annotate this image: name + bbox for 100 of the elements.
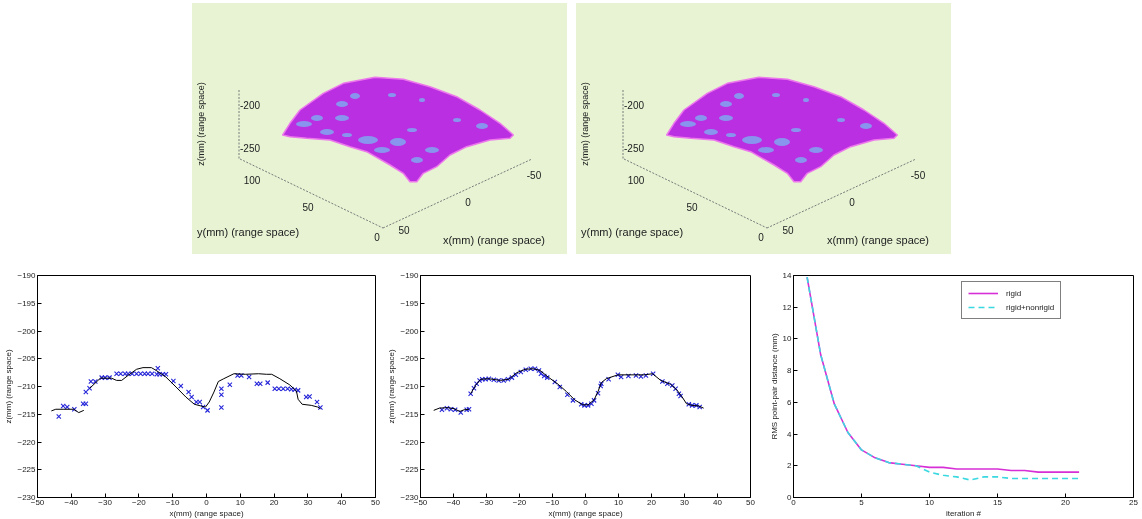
point <box>265 379 271 386</box>
y-tick-label: 2 <box>787 461 793 471</box>
y-axis-title: RMS point-pair distance (mm) <box>769 333 779 440</box>
text: 50 <box>782 225 794 236</box>
y-tick-label: −225 <box>400 465 420 475</box>
point <box>92 378 98 385</box>
y-tick-label: −215 <box>17 409 37 419</box>
point <box>246 374 252 380</box>
x-tick-label: −10 <box>545 497 560 507</box>
text: x(mm) (range space) <box>442 234 546 246</box>
x-tick-label: 0 <box>583 497 589 507</box>
x-tick-label: −10 <box>165 497 181 507</box>
y-tick-label: −190 <box>400 271 420 280</box>
y-tick-label: 4 <box>787 429 793 439</box>
y-tick-label: −205 <box>400 354 420 364</box>
y-tick-label: −210 <box>17 382 37 391</box>
point <box>155 365 161 371</box>
x-tick-label: 15 <box>993 497 1003 507</box>
point <box>145 371 151 377</box>
y-tick-label: −195 <box>400 298 420 308</box>
point <box>113 371 120 377</box>
text: 100 <box>243 175 261 186</box>
x-tick-label: 40 <box>337 497 347 507</box>
y-tick-label: −210 <box>400 382 420 391</box>
x-tick-label: 40 <box>713 497 723 507</box>
point <box>88 378 94 385</box>
point <box>188 394 195 400</box>
x-tick-label: 10 <box>925 497 935 507</box>
text: 50 <box>398 225 410 236</box>
point <box>257 381 263 387</box>
text: 50 <box>302 202 314 213</box>
y-tick-label: −200 <box>400 326 420 336</box>
text: 100 <box>627 175 645 186</box>
y-tick-label: −195 <box>17 298 37 308</box>
x-tick-label: −30 <box>479 497 494 507</box>
point <box>86 385 93 391</box>
point <box>218 392 225 398</box>
x-tick-label: 10 <box>614 497 624 507</box>
x-tick-label: 20 <box>1061 497 1071 507</box>
point <box>276 386 282 392</box>
y-tick-label: −190 <box>17 271 37 280</box>
point <box>303 394 309 400</box>
y-tick-label: −225 <box>17 465 37 475</box>
text: 0 <box>465 197 472 208</box>
y-tick-label: 12 <box>782 302 793 312</box>
x-tick-label: 30 <box>680 497 690 507</box>
x-tick-label: 25 <box>1129 497 1139 507</box>
point <box>570 397 576 404</box>
x-tick-label: 50 <box>746 497 756 507</box>
text: 0 <box>758 232 765 243</box>
point <box>227 382 233 388</box>
point <box>117 371 124 377</box>
x-tick-label: −40 <box>446 497 461 507</box>
point <box>557 384 563 390</box>
y-tick-label: −230 <box>400 493 420 502</box>
y-tick-label: −215 <box>400 409 420 419</box>
x-tick-label: −20 <box>132 497 147 507</box>
legend-label: rigid+nonrigid <box>1006 302 1055 312</box>
text: -250 <box>239 143 261 154</box>
point <box>505 376 511 382</box>
x-tick-label: 0 <box>204 497 210 507</box>
x-axis-title: iteration # <box>945 508 982 518</box>
x-tick-label: −40 <box>64 497 79 507</box>
text: -250 <box>623 143 645 154</box>
point <box>218 386 225 392</box>
y-tick-label: 10 <box>782 334 793 344</box>
text: x(mm) (range space) <box>826 234 930 246</box>
y-tick-label: −200 <box>17 326 37 336</box>
text: -200 <box>239 100 261 111</box>
point <box>170 378 177 384</box>
point <box>64 404 70 410</box>
point <box>60 403 66 409</box>
x-tick-label: 30 <box>303 497 313 507</box>
x-axis-title: x(mm) (range space) <box>548 508 623 518</box>
y-tick-label: −220 <box>17 437 37 447</box>
point <box>197 399 203 405</box>
point <box>137 371 144 377</box>
y-tick-label: 6 <box>787 397 793 407</box>
text: z(mm) (range space) <box>196 82 206 166</box>
text: 0 <box>849 197 856 208</box>
legend-label: rigid <box>1006 288 1023 298</box>
y-tick-label: 14 <box>782 271 793 280</box>
x-tick-label: 20 <box>269 497 280 507</box>
x-tick-label: −20 <box>512 497 527 507</box>
x-tick-label: −30 <box>98 497 113 507</box>
x-tick-label: 20 <box>647 497 657 507</box>
point <box>133 371 140 377</box>
point <box>56 413 62 420</box>
point <box>185 389 192 395</box>
point <box>254 381 260 387</box>
point <box>306 393 313 400</box>
y-tick-label: −205 <box>17 354 37 364</box>
point <box>83 389 89 395</box>
text: -50 <box>526 170 542 181</box>
text: z(mm) (range space) <box>580 82 590 166</box>
y-axis-title: z(mm) (range space) <box>4 349 14 424</box>
point <box>218 404 225 411</box>
text: 50 <box>686 202 698 213</box>
y-tick-label: −230 <box>17 493 37 502</box>
x-tick-label: 5 <box>859 497 865 507</box>
